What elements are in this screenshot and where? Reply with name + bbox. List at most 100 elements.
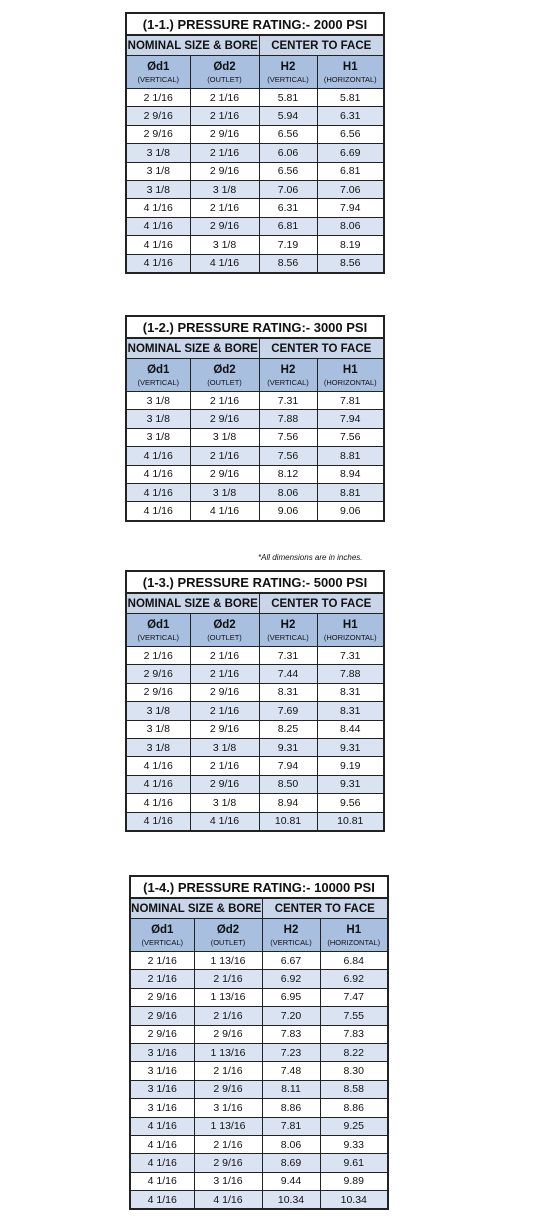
table-row: 2 1/16 2 1/16 5.81 5.81 xyxy=(125,87,385,108)
column-header: Ød2 (OUTLET) xyxy=(189,613,260,647)
column-subtitle: (HORIZONTAL) xyxy=(327,937,381,947)
column-subtitle: (HORIZONTAL) xyxy=(323,377,377,387)
table-cell: 8.81 xyxy=(316,482,385,503)
table-cell: 2 1/16 xyxy=(125,87,191,108)
column-header-row: Ød1 (VERTICAL) Ød2 (OUTLET) H2 (VERTICAL) H1 (H… xyxy=(129,918,389,952)
table-cell: 3 1/16 xyxy=(129,1079,195,1100)
table-cell: 3 1/8 xyxy=(189,427,260,448)
table-cell: 8.31 xyxy=(316,701,385,721)
table-cell: 3 1/16 xyxy=(193,1171,263,1192)
table-cell: 7.06 xyxy=(316,179,385,200)
column-subtitle: (VERTICAL) xyxy=(137,377,180,387)
column-subtitle: (VERTICAL) xyxy=(141,937,184,947)
column-subtitle: (VERTICAL) xyxy=(270,937,312,947)
table-cell: 8.06 xyxy=(261,1134,321,1155)
table-cell: 6.81 xyxy=(316,161,385,181)
table-row: 3 1/16 1 13/16 7.23 8.22 xyxy=(129,1042,389,1063)
table: (1-2.) PRESSURE RATING:- 3000 PSI NOMINAL… xyxy=(125,315,385,522)
table-row: 4 1/16 2 9/16 8.12 8.94 xyxy=(125,464,385,484)
column-symbol: H2 xyxy=(283,923,299,936)
table-cell: 2 1/16 xyxy=(189,756,260,776)
table-row: 3 1/8 2 1/16 7.69 8.31 xyxy=(125,701,385,721)
table-cell: 9.31 xyxy=(316,737,385,758)
table-row: 2 9/16 2 9/16 7.83 7.83 xyxy=(129,1024,389,1044)
table-cell: 6.06 xyxy=(258,143,318,163)
column-subtitle: (VERTICAL) xyxy=(137,74,180,84)
group-header-row: NOMINAL SIZE & BORE CENTER TO FACE xyxy=(125,337,385,359)
column-header: H2 (VERTICAL) xyxy=(258,55,318,89)
column-header: H1 (HORIZONTAL) xyxy=(316,55,385,89)
column-subtitle: (VERTICAL) xyxy=(137,632,180,642)
column-header: H2 (VERTICAL) xyxy=(258,613,318,647)
table-cell: 3 1/8 xyxy=(125,390,191,411)
table-cell: 4 1/16 xyxy=(125,446,191,466)
table-row: 4 1/16 2 9/16 8.50 9.31 xyxy=(125,774,385,795)
column-subtitle: (HORIZONTAL) xyxy=(323,632,377,642)
table-row: 3 1/16 2 9/16 8.11 8.58 xyxy=(129,1079,389,1100)
table-cell: 3 1/8 xyxy=(125,409,191,429)
table-row: 4 1/16 2 1/16 8.06 9.33 xyxy=(129,1134,389,1155)
table-cell: 2 9/16 xyxy=(189,464,260,484)
table-cell: 8.50 xyxy=(258,774,318,795)
table-title-row: (1-2.) PRESSURE RATING:- 3000 PSI xyxy=(125,315,385,339)
table-title-row: (1-4.) PRESSURE RATING:- 10000 PSI xyxy=(129,875,389,899)
table-cell: 3 1/8 xyxy=(125,737,191,758)
table-cell: 2 9/16 xyxy=(189,216,260,237)
table-cell: 8.94 xyxy=(258,793,318,813)
table-title-row: (1-3.) PRESSURE RATING:- 5000 PSI xyxy=(125,570,385,594)
table-cell: 4 1/16 xyxy=(129,1134,195,1155)
table-cell: 10.34 xyxy=(261,1190,321,1210)
table-cell: 7.20 xyxy=(261,1006,321,1026)
table-cell: 6.31 xyxy=(258,198,318,218)
table-row: 2 9/16 1 13/16 6.95 7.47 xyxy=(129,987,389,1008)
table-cell: 8.69 xyxy=(261,1153,321,1173)
column-symbol: Ød1 xyxy=(147,618,170,631)
group-header-row: NOMINAL SIZE & BORE CENTER TO FACE xyxy=(125,34,385,56)
column-header: H1 (HORIZONTAL) xyxy=(319,918,389,952)
table-3000-psi: (1-2.) PRESSURE RATING:- 3000 PSI NOMINAL… xyxy=(125,315,385,522)
table-cell: 9.31 xyxy=(258,737,318,758)
table-row: 2 9/16 2 1/16 5.94 6.31 xyxy=(125,106,385,126)
table-cell: 7.06 xyxy=(258,179,318,200)
table-cell: 1 13/16 xyxy=(193,1116,263,1136)
group-header-center: CENTER TO FACE xyxy=(258,337,385,359)
column-subtitle: (VERTICAL) xyxy=(267,74,309,84)
table-cell: 8.94 xyxy=(316,464,385,484)
table-cell: 7.69 xyxy=(258,701,318,721)
table-cell: 3 1/8 xyxy=(125,701,191,721)
table-cell: 2 1/16 xyxy=(189,645,260,666)
table-row: 4 1/16 3 1/8 7.19 8.19 xyxy=(125,235,385,255)
table-cell: 3 1/8 xyxy=(189,737,260,758)
table-cell: 8.12 xyxy=(258,464,318,484)
table-cell: 9.25 xyxy=(319,1116,389,1136)
table-cell: 4 1/16 xyxy=(189,811,260,832)
column-header-row: Ød1 (VERTICAL) Ød2 (OUTLET) H2 (VERTICAL) H1 (H… xyxy=(125,613,385,647)
column-symbol: H1 xyxy=(346,923,362,936)
table-cell: 3 1/8 xyxy=(189,793,260,813)
table-cell: 9.61 xyxy=(319,1153,389,1173)
table-cell: 2 1/16 xyxy=(189,87,260,108)
group-header-center: CENTER TO FACE xyxy=(258,592,385,614)
table-cell: 2 1/16 xyxy=(189,143,260,163)
table-cell: 2 9/16 xyxy=(125,664,191,684)
table-cell: 7.81 xyxy=(316,390,385,411)
table-cell: 2 1/16 xyxy=(189,664,260,684)
table-row: 3 1/8 3 1/8 7.56 7.56 xyxy=(125,427,385,448)
column-header: H2 (VERTICAL) xyxy=(258,358,318,392)
table-cell: 3 1/16 xyxy=(129,1098,195,1118)
column-header: H1 (HORIZONTAL) xyxy=(316,613,385,647)
table-cell: 2 9/16 xyxy=(193,1079,263,1100)
table-cell: 1 13/16 xyxy=(193,950,263,971)
table-cell: 2 1/16 xyxy=(189,106,260,126)
column-header: Ød1 (VERTICAL) xyxy=(125,55,191,89)
table-cell: 8.19 xyxy=(316,235,385,255)
table-cell: 2 9/16 xyxy=(193,1153,263,1173)
table-cell: 6.67 xyxy=(261,950,321,971)
table-cell: 8.22 xyxy=(319,1042,389,1063)
table-row: 2 9/16 2 1/16 7.44 7.88 xyxy=(125,664,385,684)
table-row: 2 9/16 2 1/16 7.20 7.55 xyxy=(129,1006,389,1026)
table-row: 2 1/16 2 1/16 7.31 7.31 xyxy=(125,645,385,666)
table-row: 2 1/16 2 1/16 6.92 6.92 xyxy=(129,969,389,989)
table-cell: 2 1/16 xyxy=(189,198,260,218)
table-cell: 9.31 xyxy=(316,774,385,795)
